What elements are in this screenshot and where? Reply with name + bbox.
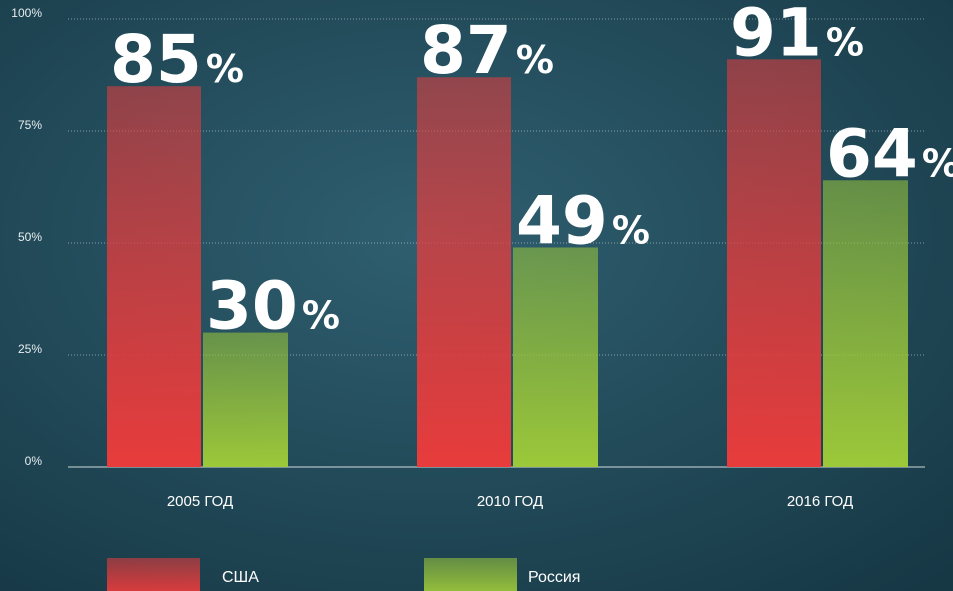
value-label: 30% xyxy=(206,268,340,345)
y-tick-label: 0% xyxy=(25,454,43,468)
bar xyxy=(203,332,288,467)
legend-swatch xyxy=(107,558,200,591)
value-label: 85% xyxy=(110,21,244,98)
bar xyxy=(823,180,908,467)
bar xyxy=(107,86,201,467)
value-label: 91% xyxy=(730,0,864,71)
y-tick-label: 25% xyxy=(18,342,42,356)
x-tick-label: 2010 ГОД xyxy=(477,493,543,510)
y-tick-label: 100% xyxy=(11,6,42,20)
bar xyxy=(727,59,821,467)
y-tick-label: 75% xyxy=(18,118,42,132)
y-tick-label: 50% xyxy=(18,230,42,244)
x-tick-label: 2016 ГОД xyxy=(787,493,853,510)
bar xyxy=(417,77,511,468)
bar xyxy=(513,247,598,467)
x-tick-label: 2005 ГОД xyxy=(167,493,233,510)
value-label: 64% xyxy=(826,115,953,192)
value-label: 87% xyxy=(420,12,554,89)
legend-label: Россия xyxy=(528,569,580,586)
value-label: 49% xyxy=(516,182,650,259)
legend-swatch xyxy=(424,558,517,591)
legend-label: США xyxy=(222,569,259,586)
